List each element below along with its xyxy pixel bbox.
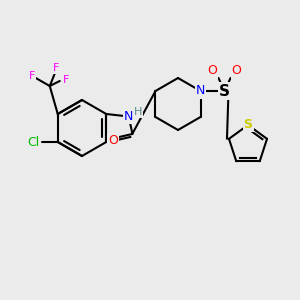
Text: F: F xyxy=(63,75,69,85)
Text: S: S xyxy=(219,83,230,98)
Text: F: F xyxy=(52,63,59,73)
Text: O: O xyxy=(208,64,218,77)
Text: Cl: Cl xyxy=(28,136,40,148)
Text: O: O xyxy=(232,64,242,77)
Text: N: N xyxy=(196,85,205,98)
Text: S: S xyxy=(244,118,253,130)
Text: H: H xyxy=(134,107,142,117)
Text: F: F xyxy=(28,71,35,81)
Text: O: O xyxy=(108,134,118,146)
Text: N: N xyxy=(124,110,133,122)
